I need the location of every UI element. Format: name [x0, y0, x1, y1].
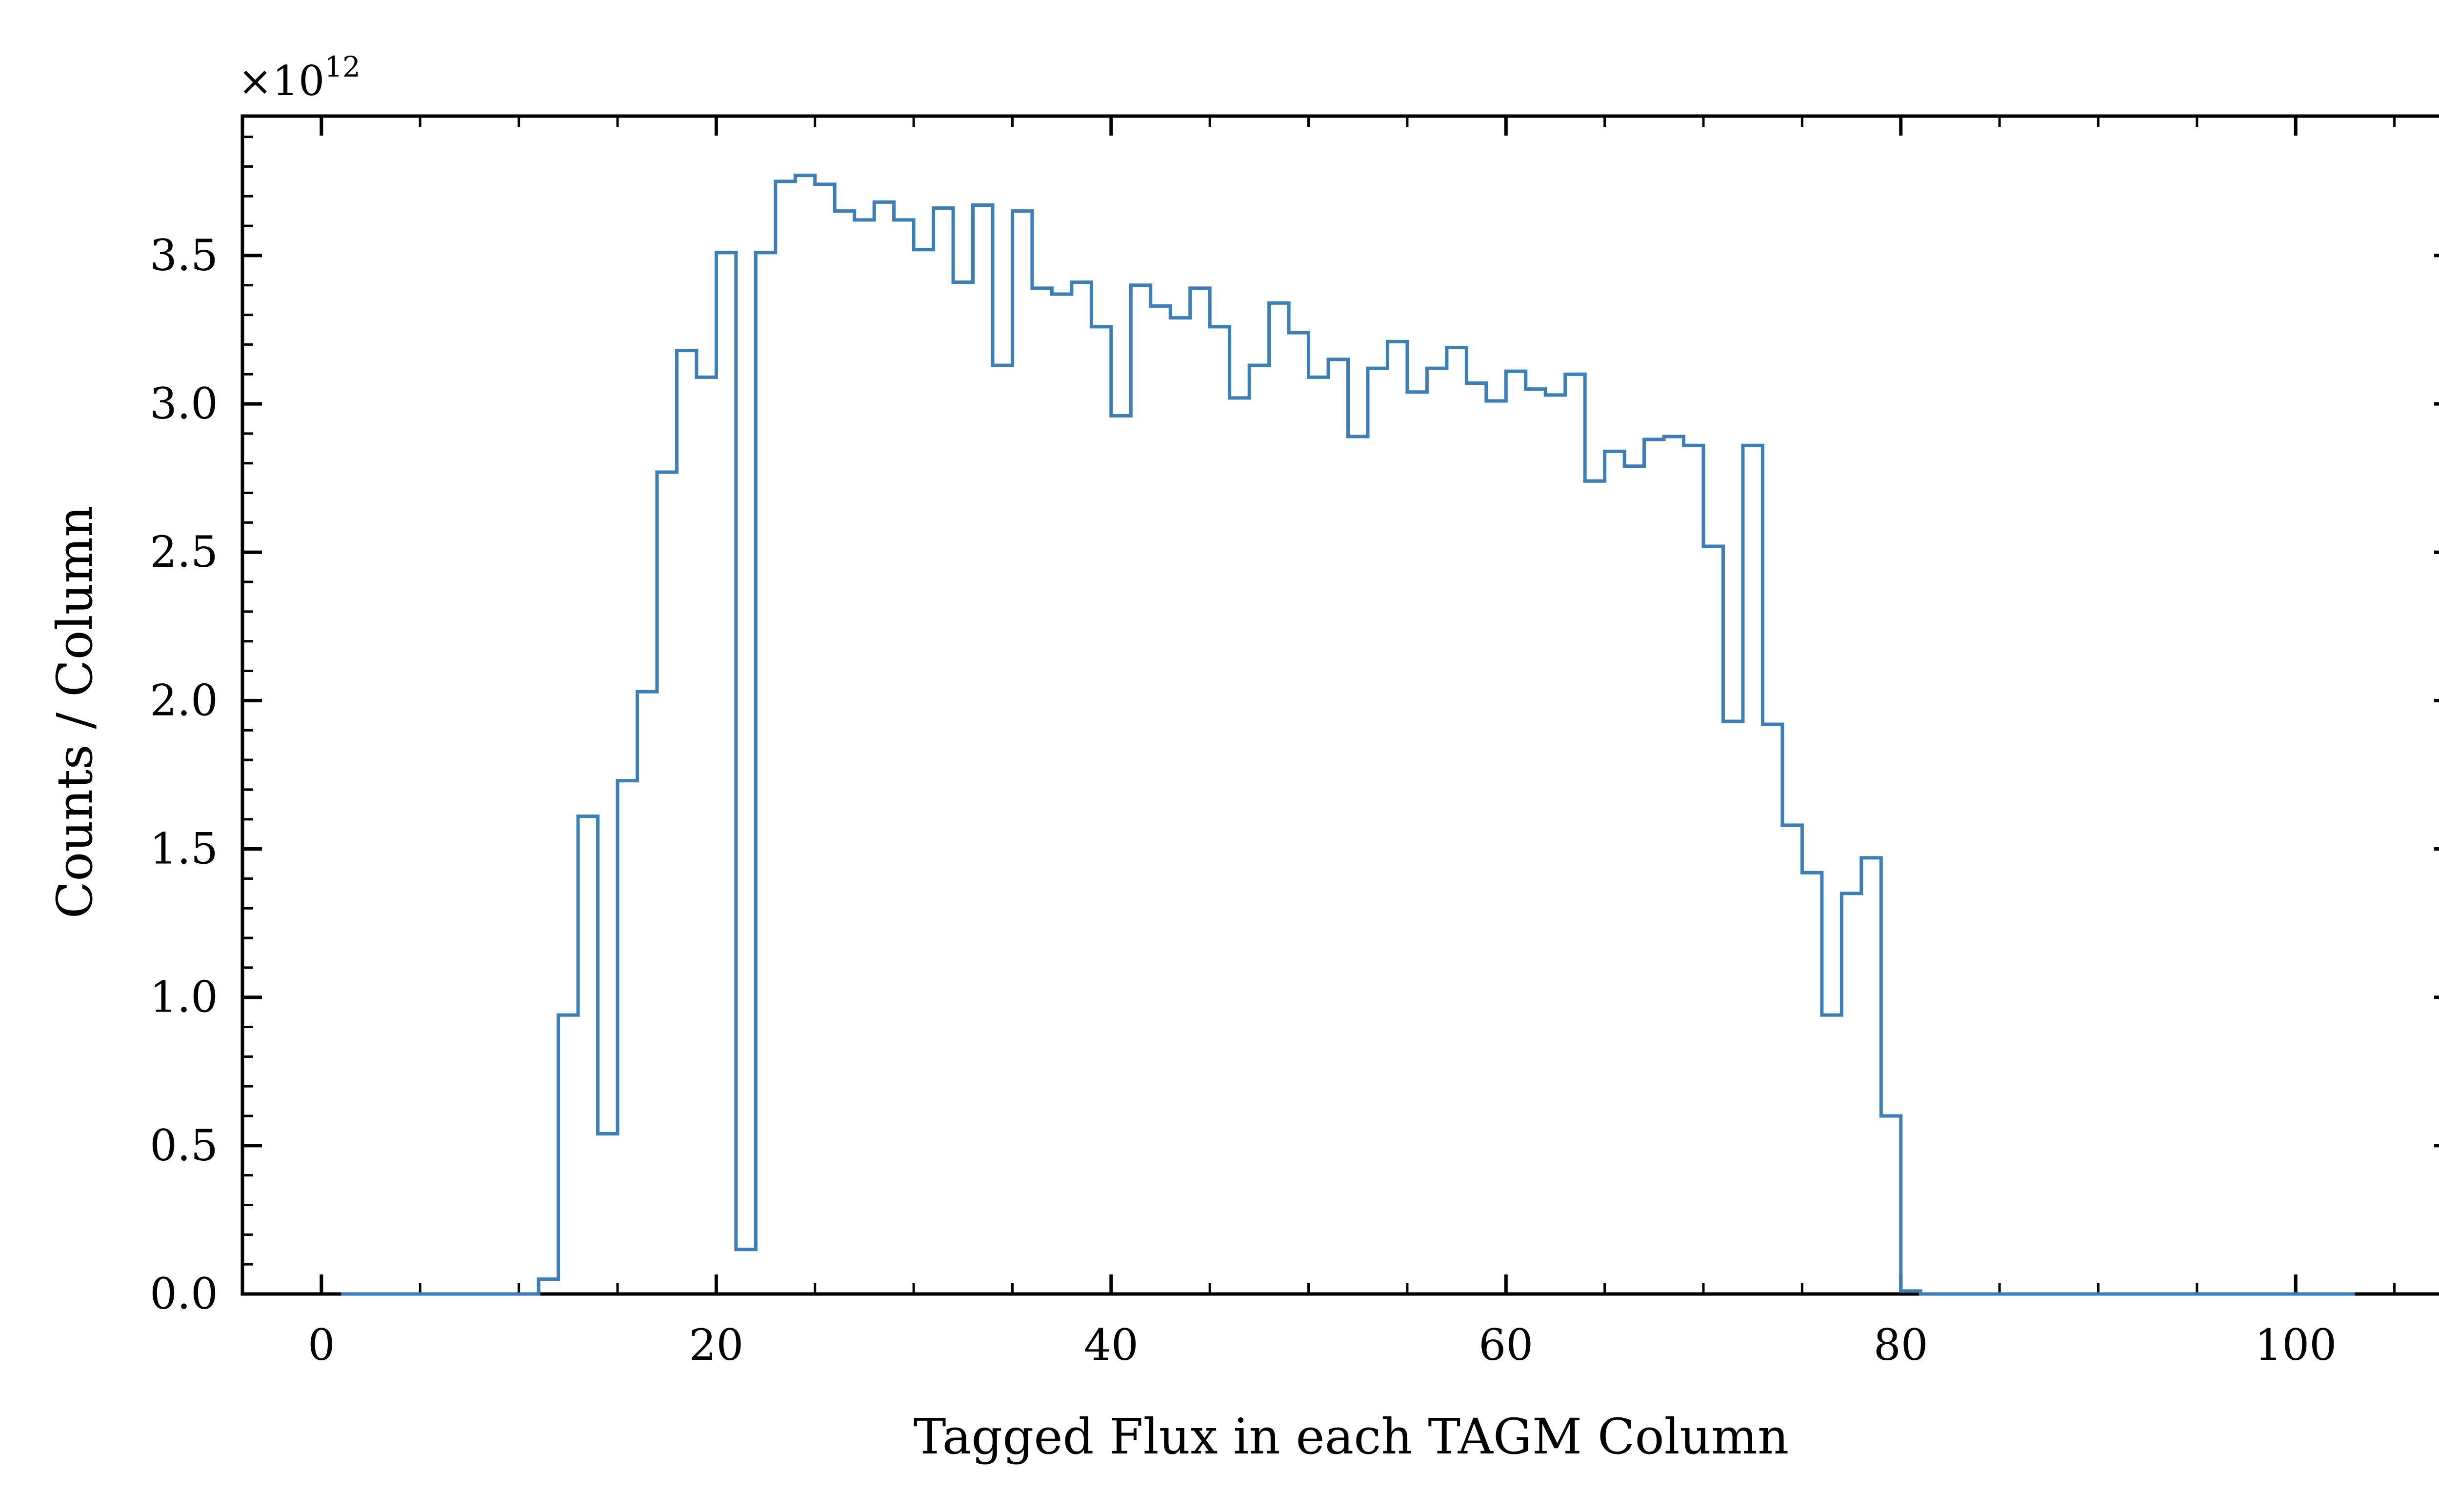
y-tick-label: 1.0 — [150, 972, 218, 1022]
x-tick-label: 0 — [308, 1320, 335, 1370]
x-tick-label: 40 — [1084, 1320, 1139, 1370]
y-tick-label: 0.0 — [150, 1269, 218, 1319]
y-axis-title: Counts / Column — [46, 506, 103, 919]
y-tick-label: 1.5 — [150, 824, 218, 874]
histogram-series-line — [341, 174, 2355, 1296]
y-tick-label: 0.5 — [150, 1120, 218, 1171]
y-multiplier-label: ×1012 — [238, 50, 360, 105]
x-tick-label: 60 — [1479, 1320, 1533, 1370]
plot-frame — [240, 114, 2439, 1296]
x-tick-label: 100 — [2255, 1320, 2337, 1370]
x-axis-title: Tagged Flux in each TAGM Column — [914, 1408, 1789, 1465]
y-tick-label: 3.5 — [150, 230, 218, 280]
y-tick-label: 3.0 — [150, 378, 218, 429]
y-tick-label: 2.0 — [150, 675, 218, 725]
y-tick-label: 2.5 — [150, 527, 218, 577]
x-tick-label: 20 — [689, 1320, 743, 1370]
x-tick-label: 80 — [1874, 1320, 1928, 1370]
